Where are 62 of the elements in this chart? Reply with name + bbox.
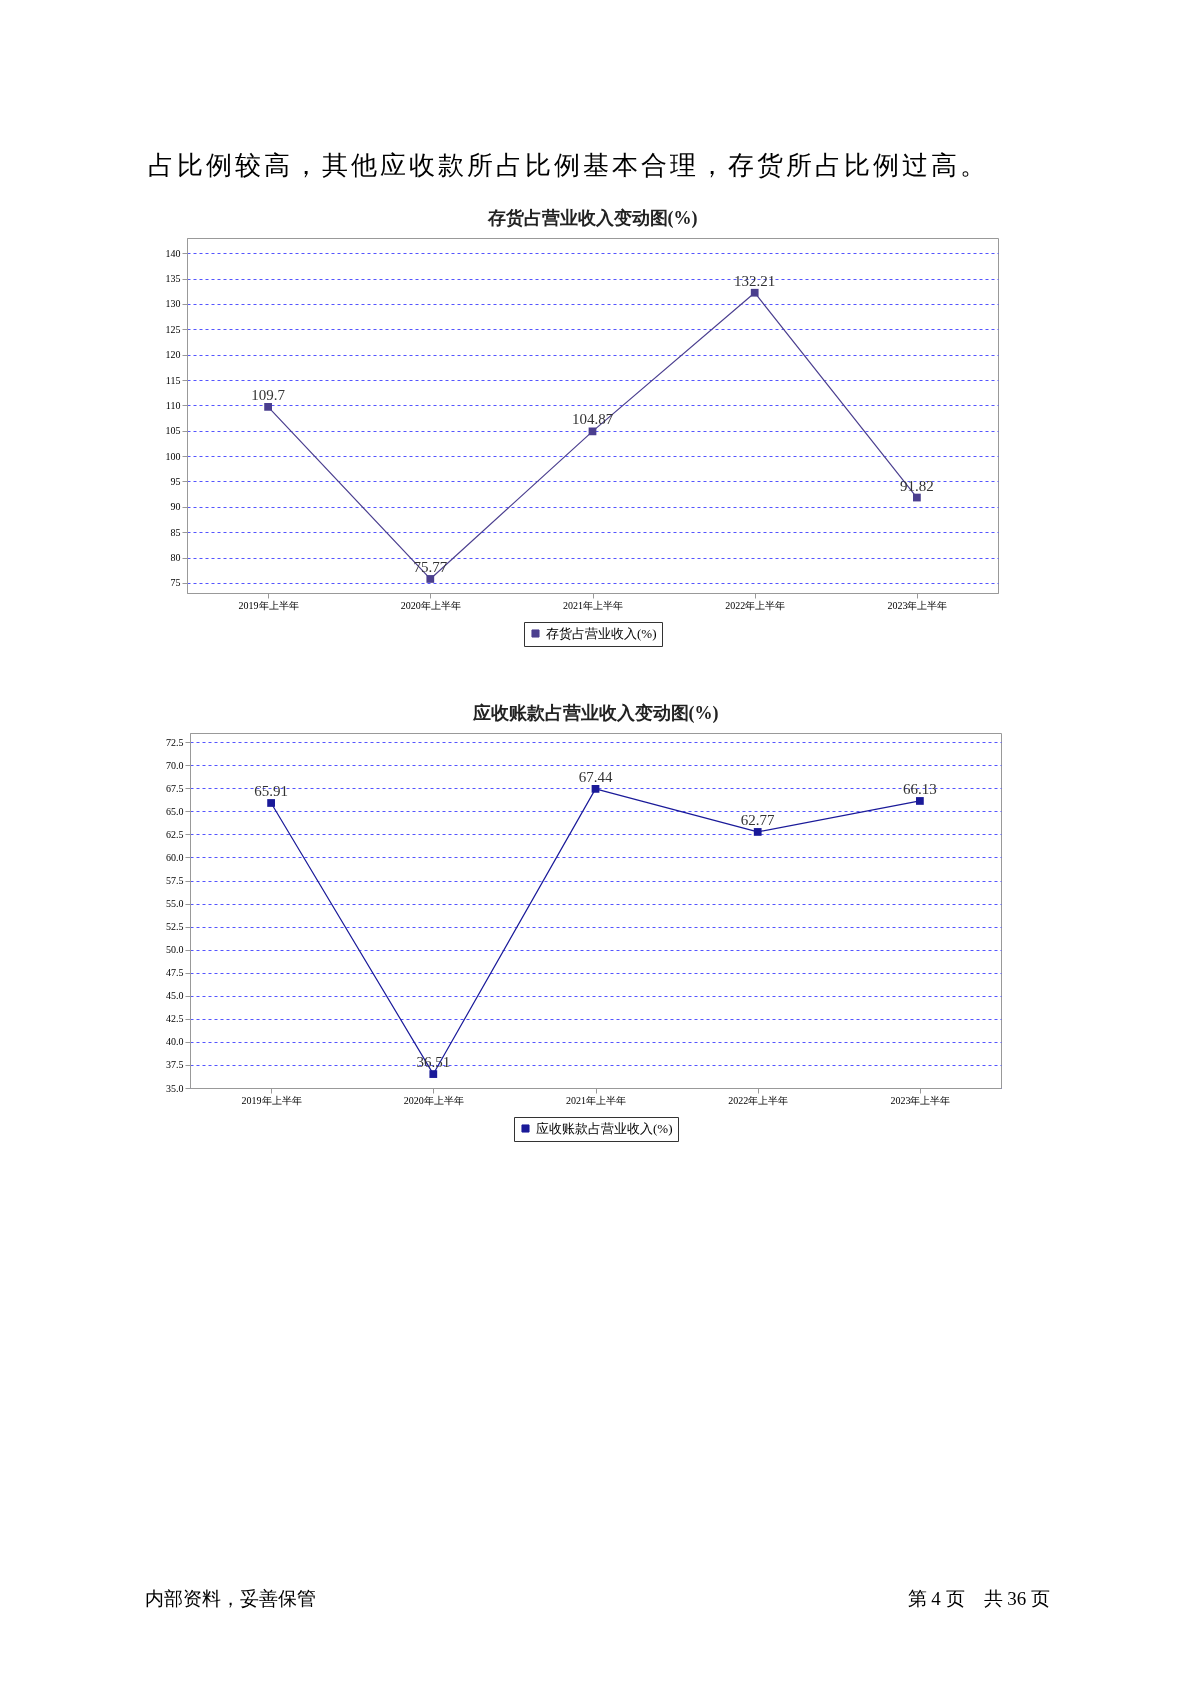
y-tick-label: 90: [170, 501, 181, 513]
y-tick-label: 140: [165, 247, 181, 259]
x-tick-label: 2023年上半年: [890, 1094, 951, 1106]
y-tick-label: 60.0: [166, 851, 184, 863]
data-label: 62.77: [740, 811, 776, 828]
x-tick-label: 2023年上半年: [887, 599, 948, 611]
point: [426, 575, 435, 583]
y-tick-label: 95: [170, 475, 181, 487]
y-tick-label: 35.0: [166, 1082, 184, 1094]
text: 内部资料，妥善保管: [145, 1587, 316, 1611]
y-tick-label: 47.5: [166, 967, 184, 979]
y-tick-label: 42.5: [166, 1013, 184, 1025]
data-label: 132.21: [734, 272, 776, 289]
y-tick-label: 135: [165, 273, 181, 285]
legend-label: 存货占营业收入(%): [546, 625, 657, 641]
y-tick-label: 110: [165, 399, 181, 411]
y-tick-label: 57.5: [166, 875, 184, 887]
point: [916, 797, 924, 805]
chart-title: 应收账款占营业收入变动图(%): [471, 703, 719, 724]
y-tick-label: 50.0: [166, 944, 184, 956]
x-tick-label: 2019年上半年: [238, 599, 299, 611]
y-tick-label: 100: [165, 450, 181, 462]
chart-title: 存货占营业收入变动图(%): [486, 208, 698, 229]
y-tick-label: 52.5: [166, 921, 184, 933]
y-tick-label: 120: [165, 349, 181, 361]
y-tick-label: 70.0: [166, 759, 184, 771]
point: [429, 1070, 438, 1078]
y-tick-label: 115: [165, 374, 181, 386]
y-tick-label: 72.5: [166, 736, 184, 748]
y-tick-label: 80: [170, 552, 181, 563]
x-tick-label: 2022年上半年: [725, 599, 786, 611]
point: [750, 288, 759, 297]
y-tick-label: 45.0: [166, 990, 184, 1002]
y-tick-label: 40.0: [166, 1036, 184, 1048]
x-tick-label: 2021年上半年: [566, 1094, 626, 1106]
text: 占比例较高，其他应收款所占比例基本合理，存货所占比例过高。: [148, 150, 989, 182]
data-label: 66.13: [903, 780, 937, 797]
y-tick-label: 62.5: [166, 828, 184, 840]
y-tick-label: 75: [170, 577, 181, 589]
y-tick-label: 55.0: [166, 898, 184, 910]
data-label: 109.7: [251, 386, 286, 403]
x-tick-label: 2022年上半年: [728, 1094, 789, 1106]
x-tick-label: 2020年上半年: [400, 599, 461, 611]
point: [267, 799, 275, 807]
y-tick-label: 125: [165, 323, 181, 335]
y-tick-label: 105: [165, 425, 181, 437]
y-tick-label: 130: [165, 298, 181, 310]
y-tick-label: 85: [170, 526, 181, 538]
y-tick-label: 67.5: [166, 782, 184, 794]
text: 第 4 页 共 36 页: [907, 1587, 1050, 1611]
x-tick-label: 2021年上半年: [563, 599, 623, 611]
y-tick-label: 37.5: [166, 1059, 184, 1071]
point: [591, 785, 600, 793]
y-tick-label: 65.0: [166, 805, 184, 817]
x-tick-label: 2020年上半年: [403, 1094, 464, 1106]
x-tick-label: 2019年上半年: [241, 1094, 302, 1106]
point: [913, 493, 921, 502]
point: [264, 403, 272, 411]
point: [753, 828, 762, 836]
legend-label: 应收账款占营业收入(%): [536, 1120, 673, 1136]
data-label: 67.44: [578, 768, 613, 785]
data-label: 65.91: [254, 782, 288, 799]
